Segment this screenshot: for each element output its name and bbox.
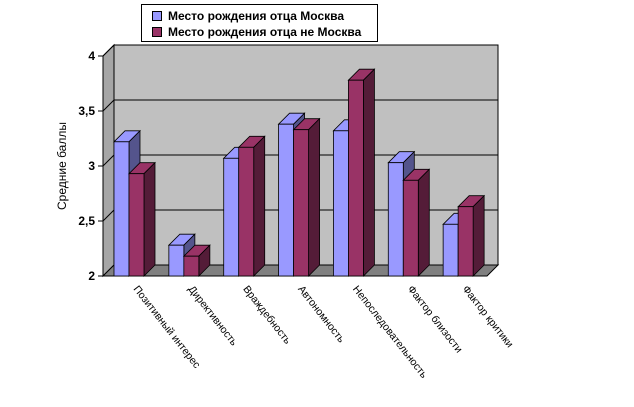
x-tick-label: Фактор близости	[405, 283, 465, 355]
bar-2-1	[128, 161, 156, 277]
gridline-side	[102, 44, 115, 57]
y-axis-title: Средние баллы	[55, 122, 69, 210]
legend-item-series-1: Место рождения отца Москва	[152, 8, 344, 24]
gridline-side	[102, 99, 115, 112]
bar-2-4	[292, 117, 321, 277]
x-tick-label: Автономность	[295, 283, 347, 345]
gridline-side	[102, 154, 115, 167]
y-tick-label: 4	[88, 49, 95, 63]
x-tick-label: Враждебность	[240, 283, 293, 347]
legend-item-series-2: Место рождения отца не Москва	[152, 24, 361, 40]
legend-swatch-series-1	[152, 11, 162, 21]
bar-2-7	[457, 194, 486, 277]
legend-label-series-2: Место рождения отца не Москва	[168, 25, 362, 39]
x-tick-label: Директивность	[185, 283, 240, 348]
bar-2-2	[182, 244, 211, 277]
bar-2-5	[347, 68, 376, 277]
legend-label-series-1: Место рождения отца Москва	[168, 9, 345, 23]
legend: Место рождения отца Москва Место рождени…	[141, 4, 378, 42]
bar-2-6	[402, 168, 431, 277]
gridline-side	[102, 209, 115, 222]
y-tick-label: 3,5	[78, 104, 95, 118]
y-tick-label: 2,5	[78, 214, 95, 228]
bar-2-3	[237, 135, 266, 277]
y-tick-label: 3	[88, 159, 95, 173]
legend-swatch-series-2	[152, 27, 162, 37]
x-tick-label: Фактор критики	[460, 283, 516, 350]
y-tick-label: 2	[88, 269, 95, 283]
